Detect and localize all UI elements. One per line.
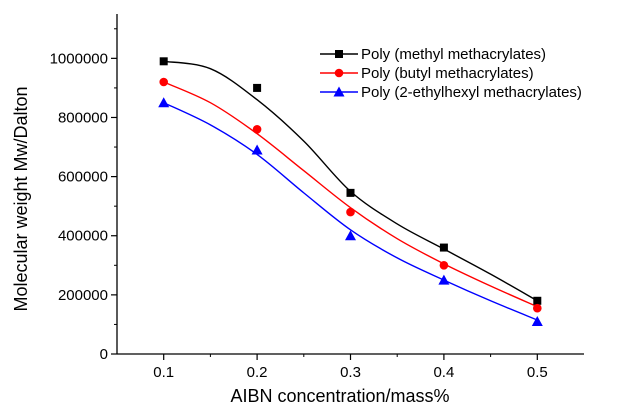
legend: Poly (methyl methacrylates) Poly (butyl m… [320,46,582,101]
ticks: 0.1 0.2 0.3 0.4 0.5 0 200000 400000 600000 800000… [50,28,548,381]
series-1-point [346,188,355,197]
legend-1-label: Poly (methyl methacrylates) [361,46,546,63]
x-tick-label: 0.4 [433,364,454,381]
x-tick-label: 0.5 [527,364,548,381]
x-tick-label: 0.2 [247,364,268,381]
series-2-line [163,81,538,308]
series-3-point [345,230,356,241]
y-tick-label: 400000 [58,228,108,245]
series-3-point [531,315,543,326]
series-1-point [159,57,168,66]
x-axis-title: AIBN concentration/mass% [230,386,449,406]
y-tick-label: 0 [100,346,108,363]
series-2-point [439,261,449,270]
series-2-point [346,207,355,217]
series-3-point [251,144,263,155]
x-tick-label: 0.3 [340,364,361,381]
series-1-point [533,296,542,305]
series-markers [158,57,543,326]
series-2-point [159,77,168,87]
series-1-point [253,83,262,92]
legend-1-marker [335,50,343,58]
legend-2-marker [334,68,344,78]
series-3-point [438,274,450,285]
y-tick-label: 1000000 [50,50,108,67]
series-2-point [533,303,542,313]
y-tick-label: 200000 [58,287,108,304]
series-1-point [439,243,448,252]
y-tick-label: 800000 [58,109,108,126]
series-3-line [163,102,538,321]
legend-2-label: Poly (butyl methacrylates) [361,65,534,82]
series-2-point [252,125,262,134]
legend-3-label: Poly (2-ethylhexyl methacrylates) [361,84,582,101]
x-tick-label: 0.1 [153,364,174,381]
series-3-point [158,97,170,108]
y-tick-label: 600000 [58,169,108,186]
y-axis-title: Molecular weight Mw/Dalton [11,86,31,311]
legend-3-marker [333,86,345,97]
